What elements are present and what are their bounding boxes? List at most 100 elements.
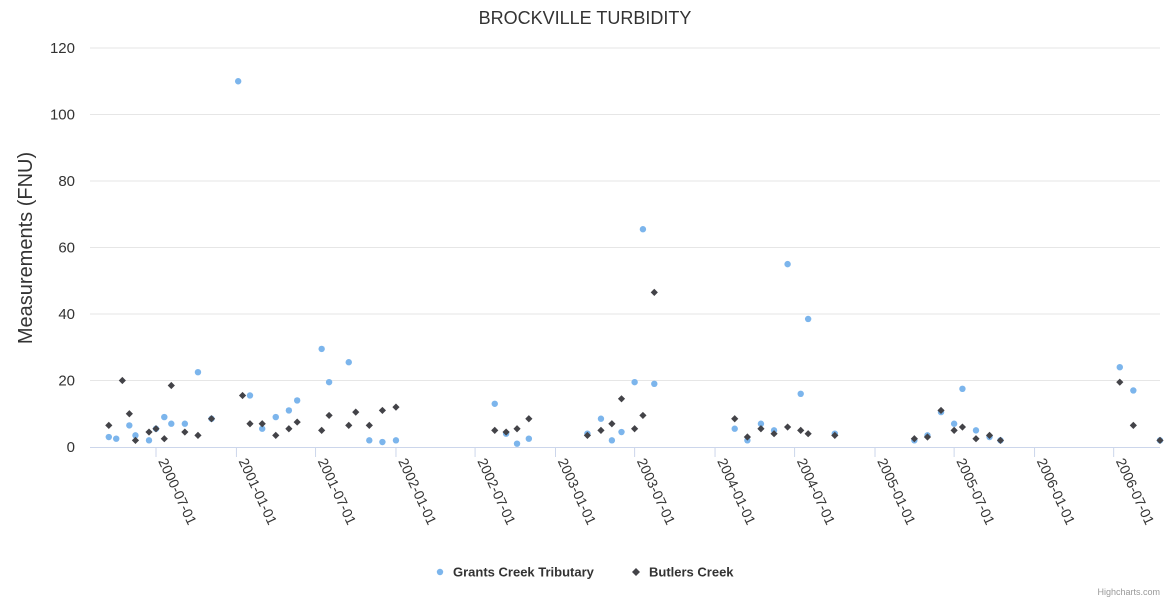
data-point-butlers [293,418,301,426]
legend-label-butlers: Butlers Creek [649,565,734,580]
data-point-butlers [365,421,373,429]
data-point-butlers [804,430,812,438]
data-point-butlers [743,433,751,441]
data-point-butlers [125,410,133,418]
data-point-butlers [118,376,126,385]
data-point-butlers [757,425,765,433]
data-point-grants [959,385,966,393]
data-point-grants [784,260,791,268]
data-point-butlers [639,411,647,420]
chart-title: BROCKVILLE TURBIDITY [479,8,692,28]
data-point-butlers [181,428,189,436]
data-point-butlers [958,423,967,431]
credits-link[interactable]: Highcharts.com [1097,587,1160,597]
data-point-grants [972,427,980,434]
data-point-butlers [145,428,153,436]
legend-item-grants-creek[interactable]: Grants Creek Tributary [436,565,595,580]
data-point-grants [259,425,266,432]
data-point-butlers [1156,436,1164,444]
data-point-butlers [246,420,254,428]
data-point-butlers [1129,421,1137,429]
data-point-butlers [131,436,140,444]
data-point-grants [105,433,112,441]
data-point-butlers [318,426,326,434]
data-point-butlers [631,425,639,433]
data-point-grants [325,378,333,386]
data-point-butlers [731,415,739,423]
data-point-butlers [194,431,202,439]
data-point-grants [113,435,120,442]
data-point-grants [379,438,386,446]
y-tick-label: 100 [50,107,75,124]
data-point-butlers [996,436,1005,444]
data-point-grants [246,392,254,399]
data-point-butlers [597,426,605,434]
legend-diamond-icon [632,568,640,576]
data-point-butlers [783,423,792,431]
data-point-butlers [105,421,113,429]
data-point-grants [639,226,647,233]
data-point-grants [366,437,373,444]
y-tick-label: 40 [58,306,75,323]
legend-item-butlers-creek[interactable]: Butlers Creek [632,565,734,580]
y-grid-lines [90,47,1160,381]
data-point-grants [631,378,638,386]
data-point-grants [181,420,189,427]
data-point-butlers [831,431,839,439]
series-butlers-creek [105,288,1164,444]
data-point-butlers [152,425,160,433]
data-point-butlers [167,381,175,390]
data-point-grants [272,413,279,421]
data-point-grants [597,415,605,422]
y-tick-label: 120 [50,40,75,57]
data-point-grants [145,437,153,444]
data-point-grants [513,440,521,447]
data-point-butlers [910,435,918,443]
data-point-butlers [207,415,216,423]
data-point-butlers [583,431,592,439]
data-point-butlers [972,435,980,443]
data-point-butlers [325,411,333,420]
data-point-butlers [258,420,266,428]
data-point-grants [618,428,625,436]
legend: Grants Creek Tributary Butlers Creek [436,565,734,580]
y-axis-tick-labels: 0 20 40 60 80 100 120 [50,40,75,456]
data-point-butlers [608,420,616,428]
data-point-butlers [345,421,353,429]
data-point-grants [804,315,812,323]
data-point-butlers [491,426,499,434]
data-point-grants [1116,364,1123,371]
data-point-butlers [770,430,778,438]
data-point-butlers [950,426,958,434]
data-point-butlers [392,403,400,411]
data-point-grants [234,78,242,85]
data-point-butlers [617,395,626,403]
data-point-butlers [985,431,994,439]
data-point-grants [1130,387,1137,394]
data-point-grants [345,359,352,366]
data-point-butlers [285,425,293,433]
data-point-grants [293,397,301,404]
data-point-butlers [650,288,658,296]
y-axis-title: Measurements (FNU) [15,152,37,344]
y-tick-label: 0 [67,439,75,456]
data-point-butlers [352,408,360,416]
data-point-grants [731,425,738,432]
data-point-grants [608,437,616,444]
data-point-butlers [923,433,932,441]
data-point-grants [194,368,202,376]
data-point-grants [525,435,533,442]
data-point-butlers [1116,378,1124,386]
data-point-grants [285,407,293,414]
data-point-grants [491,400,498,407]
legend-label-grants: Grants Creek Tributary [453,565,595,580]
data-point-butlers [937,406,945,415]
data-point-grants [318,345,325,353]
data-point-butlers [378,406,387,415]
data-point-butlers [525,415,533,423]
legend-circle-icon [436,568,444,576]
data-point-butlers [513,425,521,433]
